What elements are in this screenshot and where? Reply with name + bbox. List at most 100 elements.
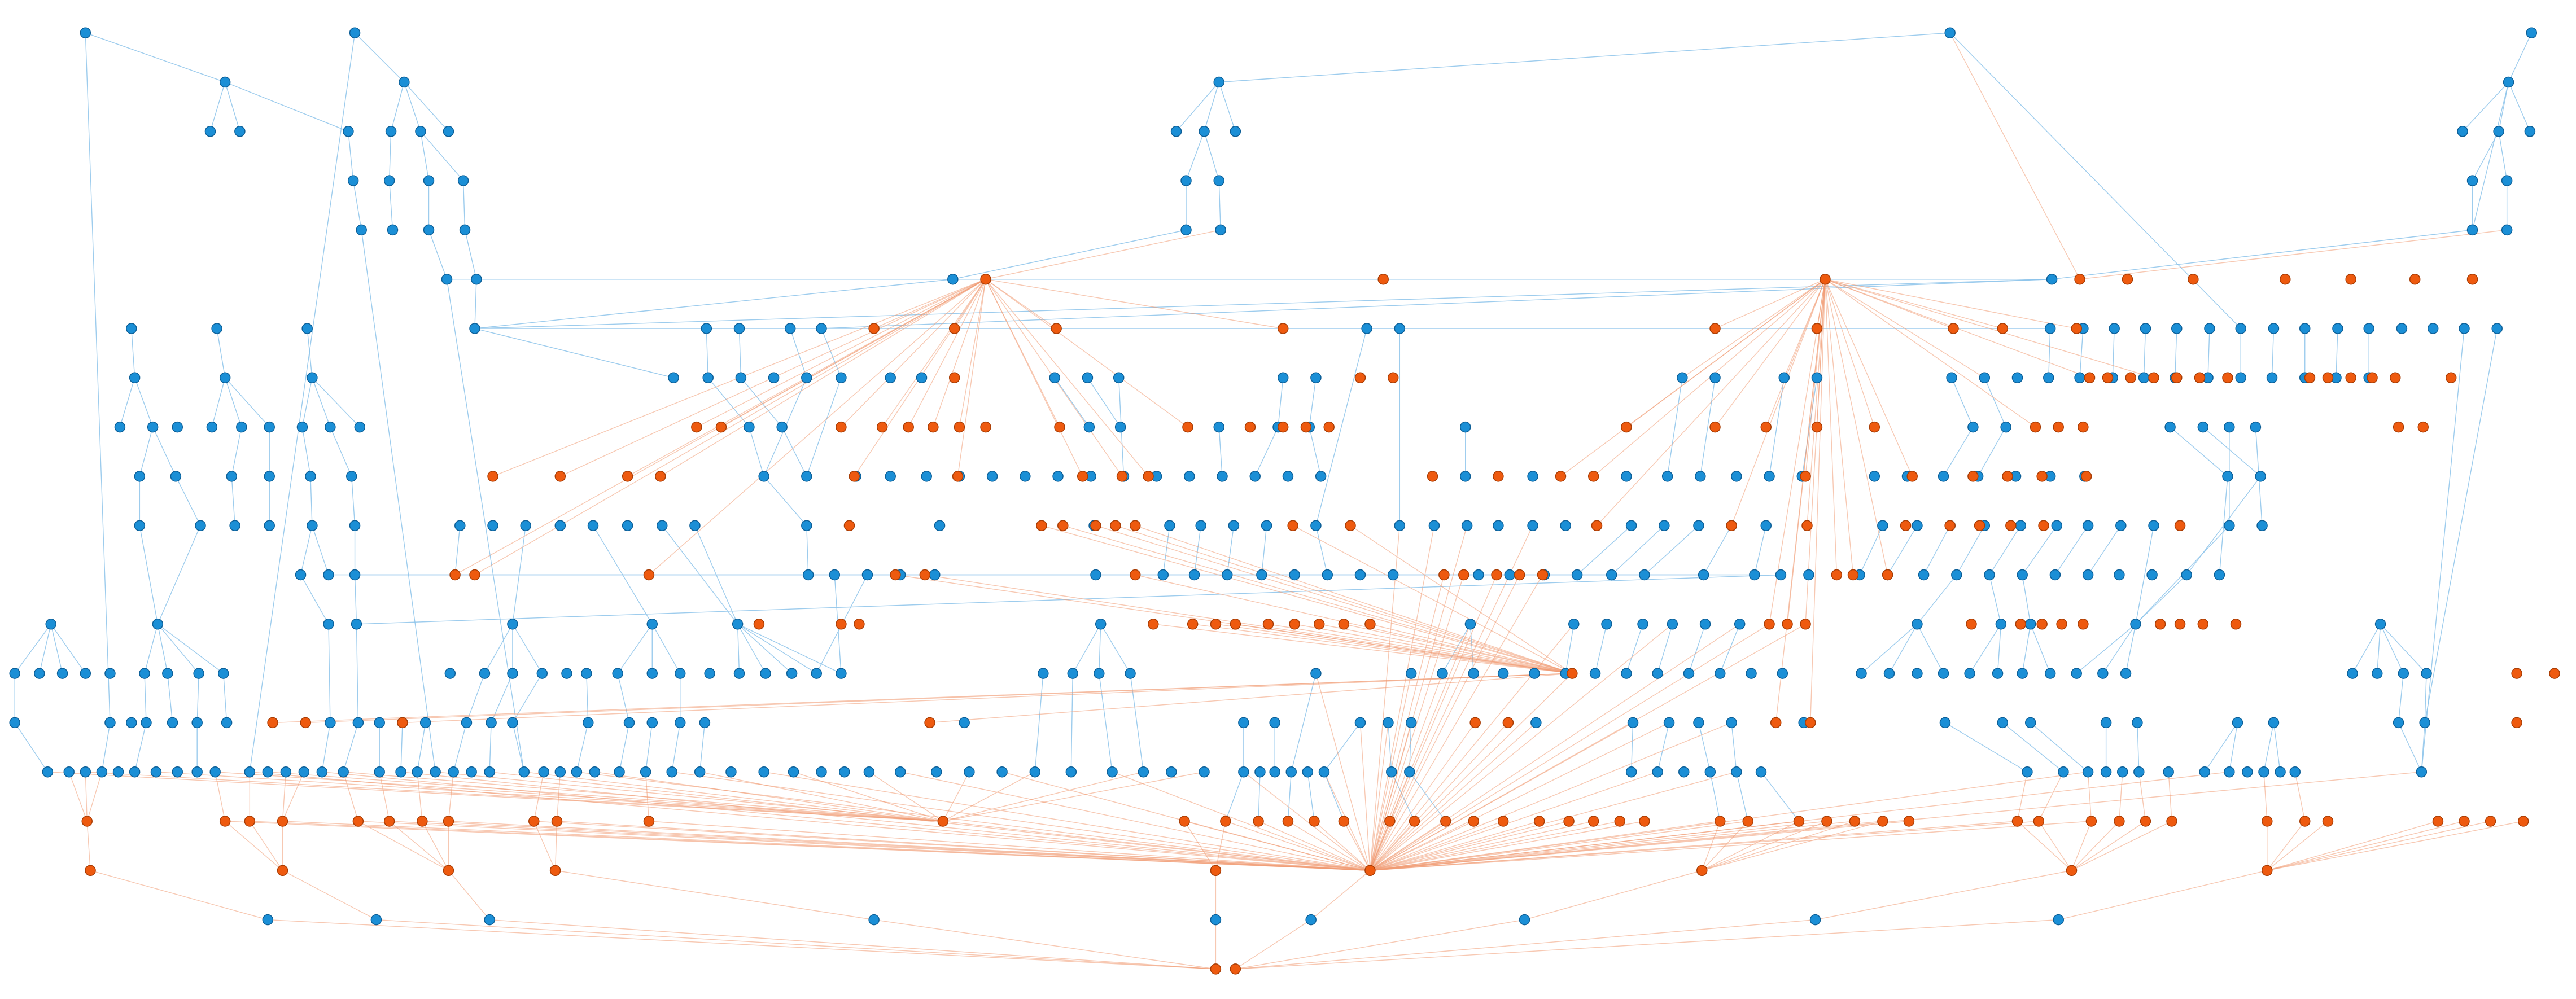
- orange-node: [2409, 273, 2421, 285]
- blue-node: [1946, 372, 1957, 384]
- graph-edge: [2076, 624, 2136, 674]
- graph-edge: [1309, 378, 1317, 427]
- blue-node: [2074, 372, 2085, 384]
- graph-edge: [1969, 624, 2001, 674]
- graph-edge: [1062, 525, 1573, 674]
- graph-edge: [282, 821, 1370, 871]
- blue-node: [2082, 520, 2094, 531]
- orange-node: [551, 816, 563, 827]
- blue-node: [1731, 766, 1742, 778]
- blue-node: [929, 569, 941, 581]
- blue-node: [733, 323, 745, 334]
- blue-node: [2289, 766, 2301, 778]
- graph-edge: [651, 624, 681, 674]
- orange-node: [1591, 520, 1603, 531]
- orange-node: [1801, 520, 1813, 531]
- blue-node: [1302, 766, 1314, 778]
- orange-node: [1764, 619, 1775, 630]
- graph-edge: [2508, 82, 2531, 132]
- orange-node: [1537, 569, 1549, 581]
- graph-edge: [1978, 427, 2006, 477]
- blue-node: [1049, 372, 1060, 384]
- blue-node: [1709, 372, 1721, 384]
- orange-node: [1974, 520, 1985, 531]
- blue-node: [459, 224, 471, 236]
- blue-node: [471, 273, 482, 285]
- orange-node: [1036, 520, 1047, 531]
- blue-node: [56, 668, 68, 679]
- graph-edge: [388, 131, 392, 181]
- blue-node: [42, 766, 54, 778]
- graph-edge: [1370, 624, 1806, 871]
- graph-edge: [2112, 328, 2115, 378]
- blue-node: [80, 27, 91, 38]
- graph-edge: [2421, 722, 2425, 772]
- graph-edge: [672, 772, 1371, 871]
- graph-edge: [1703, 525, 1732, 575]
- graph-edge: [2119, 772, 2123, 822]
- orange-node: [1877, 816, 1888, 827]
- blue-node: [2256, 520, 2268, 531]
- blue-node: [2457, 126, 2468, 137]
- blue-node: [374, 766, 385, 778]
- blue-node: [1459, 421, 1471, 433]
- blue-node: [1560, 520, 1571, 531]
- blue-node: [1621, 471, 1632, 482]
- graph-edge: [2138, 772, 2146, 822]
- orange-node: [1384, 816, 1396, 827]
- graph-edge: [1204, 82, 1219, 132]
- graph-edge: [821, 328, 842, 378]
- blue-node: [296, 421, 308, 433]
- blue-node: [1269, 717, 1280, 729]
- blue-node: [2214, 569, 2225, 581]
- graph-edge: [908, 279, 986, 427]
- blue-node: [581, 668, 592, 679]
- graph-edge: [1218, 427, 1223, 476]
- graph-edge: [273, 673, 1572, 724]
- blue-node: [701, 323, 712, 334]
- blue-node: [2524, 126, 2536, 137]
- orange-node: [2036, 619, 2048, 630]
- graph-edge: [2472, 131, 2499, 181]
- blue-node: [423, 224, 435, 236]
- graph-edge: [1218, 181, 1221, 230]
- orange-node: [1709, 323, 1721, 334]
- orange-node: [2015, 619, 2027, 630]
- graph-edge: [224, 82, 240, 132]
- graph-edge: [952, 229, 1187, 280]
- blue-node: [1764, 471, 1775, 482]
- graph-edge: [2071, 821, 2146, 871]
- blue-node: [612, 668, 623, 679]
- graph-edge: [738, 328, 742, 378]
- blue-node: [885, 372, 896, 384]
- graph-edge: [1682, 279, 1826, 378]
- blue-node: [507, 668, 518, 679]
- blue-node: [1912, 520, 1923, 531]
- orange-node: [1497, 816, 1509, 827]
- blue-node: [9, 668, 20, 679]
- blue-node: [2363, 323, 2374, 334]
- graph-edge: [1184, 821, 1216, 871]
- graph-edge: [793, 772, 943, 822]
- blue-node: [666, 766, 677, 778]
- graph-edge: [1765, 279, 1826, 427]
- blue-node: [323, 569, 334, 581]
- blue-node: [262, 914, 274, 926]
- graph-edge: [225, 378, 242, 427]
- graph-edge: [1370, 624, 1740, 871]
- blue-node: [484, 914, 495, 926]
- blue-node: [295, 569, 307, 581]
- graph-edge: [1370, 772, 1658, 871]
- orange-node: [919, 569, 931, 581]
- graph-edge: [448, 870, 490, 921]
- blue-node: [801, 520, 812, 531]
- blue-node: [1083, 421, 1095, 433]
- blue-node: [1020, 471, 1031, 482]
- graph-edge: [322, 772, 1371, 871]
- graph-edge: [1087, 377, 1121, 427]
- blue-node: [2416, 766, 2428, 778]
- blue-node: [162, 668, 173, 679]
- blue-node: [264, 520, 275, 531]
- graph-edge: [404, 82, 449, 132]
- graph-edge: [2030, 722, 2089, 773]
